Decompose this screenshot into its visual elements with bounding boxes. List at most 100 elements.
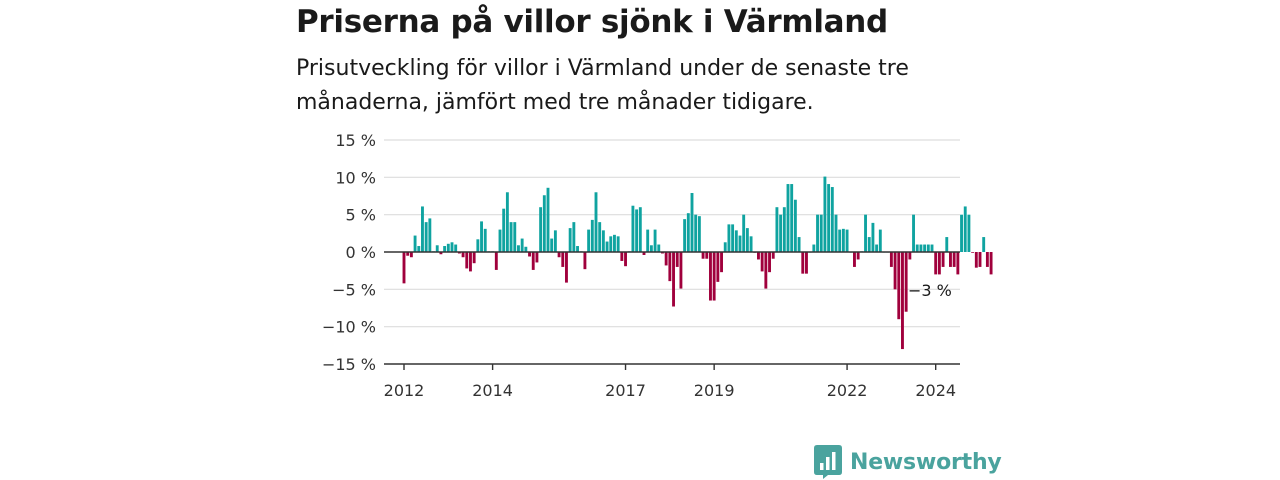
bar xyxy=(908,252,912,260)
bar xyxy=(871,222,875,252)
bar xyxy=(657,244,661,252)
bar xyxy=(790,184,794,252)
bar xyxy=(867,237,871,252)
bar xyxy=(635,209,639,252)
bar xyxy=(613,234,616,252)
bar xyxy=(435,245,439,252)
bar xyxy=(542,195,546,252)
bar xyxy=(989,252,993,275)
bar xyxy=(553,230,557,252)
bar xyxy=(856,252,860,260)
bar xyxy=(565,252,568,283)
x-tick-label: 2014 xyxy=(472,381,513,400)
bar xyxy=(406,252,410,256)
bar xyxy=(934,252,938,275)
bar xyxy=(520,238,524,252)
bar xyxy=(720,252,723,273)
bar xyxy=(609,236,613,252)
bar xyxy=(941,252,945,267)
bar xyxy=(745,228,749,252)
bar xyxy=(812,244,816,252)
bar xyxy=(771,252,775,259)
bar xyxy=(919,244,923,252)
bar xyxy=(605,241,609,252)
bar xyxy=(757,252,760,260)
bar xyxy=(528,252,531,257)
y-tick-label: −15 % xyxy=(322,355,376,374)
bar xyxy=(642,252,646,255)
bar xyxy=(978,252,982,267)
x-tick-label: 2019 xyxy=(694,381,735,400)
bar xyxy=(709,252,712,301)
bar xyxy=(483,228,487,252)
bar xyxy=(446,243,450,252)
bar xyxy=(956,252,960,275)
bar xyxy=(727,224,731,252)
bar xyxy=(875,244,879,252)
bar xyxy=(738,235,742,252)
bar xyxy=(749,236,753,252)
bar xyxy=(893,252,897,290)
bar xyxy=(675,252,679,267)
bar xyxy=(517,245,520,252)
bar xyxy=(923,244,927,252)
bar xyxy=(587,229,591,252)
bar xyxy=(561,252,565,267)
bar xyxy=(494,252,498,270)
bar xyxy=(764,252,768,289)
newsworthy-logo-icon xyxy=(814,445,842,479)
bar xyxy=(768,252,771,273)
bar xyxy=(413,235,417,252)
bar xyxy=(502,208,506,252)
bar xyxy=(583,252,587,270)
bar xyxy=(901,252,904,350)
bar xyxy=(731,224,735,252)
bar xyxy=(694,214,698,252)
x-tick-label: 2024 xyxy=(915,381,956,400)
y-tick-label: 0 % xyxy=(346,243,376,262)
bar xyxy=(827,184,831,252)
bar xyxy=(550,238,554,252)
bar xyxy=(428,218,432,252)
bar xyxy=(594,192,598,252)
bar xyxy=(480,221,483,252)
bar xyxy=(424,222,428,252)
bar xyxy=(568,228,572,252)
bar xyxy=(845,229,849,252)
bar xyxy=(649,245,653,252)
bar xyxy=(465,252,469,269)
bar xyxy=(472,252,476,264)
bar xyxy=(775,207,779,252)
bar xyxy=(971,252,975,253)
bar xyxy=(853,252,856,267)
bar xyxy=(505,192,509,252)
bar xyxy=(904,252,908,312)
bar xyxy=(509,222,513,252)
bar xyxy=(572,222,576,252)
bar xyxy=(701,252,705,259)
bar xyxy=(801,252,805,274)
bar xyxy=(557,252,561,258)
bar xyxy=(454,244,458,252)
bar xyxy=(823,176,827,252)
bars xyxy=(402,176,993,350)
bar xyxy=(830,187,834,252)
bar xyxy=(945,237,949,252)
bar xyxy=(576,246,579,252)
bar xyxy=(952,252,956,267)
bar xyxy=(638,207,642,252)
y-tick-label: −5 % xyxy=(332,280,376,299)
bar xyxy=(834,214,838,252)
bar xyxy=(672,252,675,307)
y-axis-labels: 15 % 10 % 5 % 0 % −5 % −10 % −15 % xyxy=(322,131,376,374)
y-tick-label: 15 % xyxy=(335,131,376,150)
bar xyxy=(760,252,764,272)
bar xyxy=(443,246,447,252)
bar xyxy=(974,252,978,268)
bar xyxy=(476,239,480,252)
bar xyxy=(982,237,986,252)
chart-title: Priserna på villor sjönk i Värmland xyxy=(296,4,888,40)
bar xyxy=(598,222,602,252)
bar xyxy=(930,244,934,252)
bar xyxy=(620,252,624,261)
